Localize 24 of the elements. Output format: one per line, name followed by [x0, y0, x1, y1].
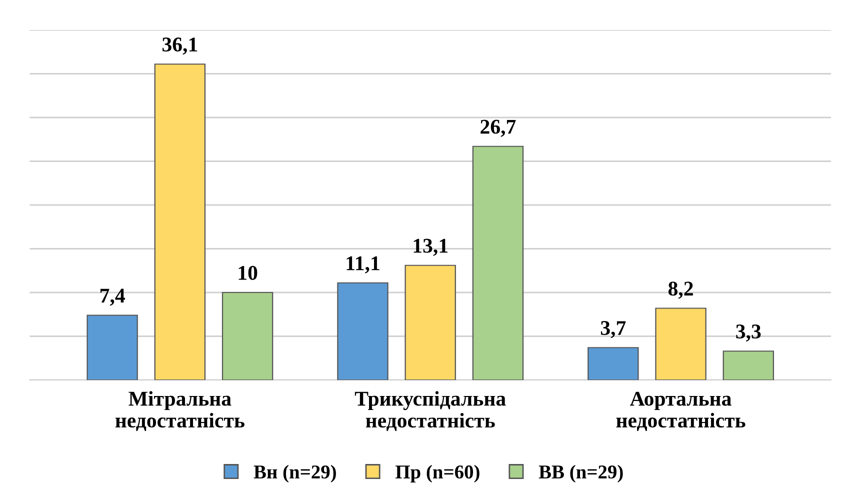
data-label: 26,7 — [480, 120, 516, 137]
bar — [404, 264, 456, 380]
bar — [86, 314, 138, 380]
bar — [337, 282, 388, 380]
legend-label: Пр (n=60) — [396, 464, 480, 482]
data-label: 13,1 — [414, 238, 448, 256]
x-tick-label: Трикуспідальна недостатність — [354, 391, 506, 432]
legend-label: ВВ (n=29) — [538, 464, 623, 482]
data-label: 7,4 — [100, 288, 125, 306]
data-label: 3,3 — [736, 324, 761, 342]
x-tick-label: Аортальна недостатність — [616, 392, 746, 431]
legend-label: Вн (n=29) — [254, 464, 336, 482]
data-label: 3,7 — [600, 321, 626, 338]
data-label: 11,1 — [346, 256, 380, 274]
x-tick-label: Мітральна недостатність — [115, 391, 244, 431]
bar — [655, 308, 706, 380]
bar — [222, 292, 274, 380]
bar — [722, 350, 774, 380]
data-label: 8,2 — [668, 282, 693, 299]
bar — [472, 146, 524, 380]
data-label: 10 — [238, 266, 258, 280]
bar — [154, 64, 206, 380]
data-label: 36,1 — [162, 38, 198, 55]
bar — [588, 347, 639, 380]
